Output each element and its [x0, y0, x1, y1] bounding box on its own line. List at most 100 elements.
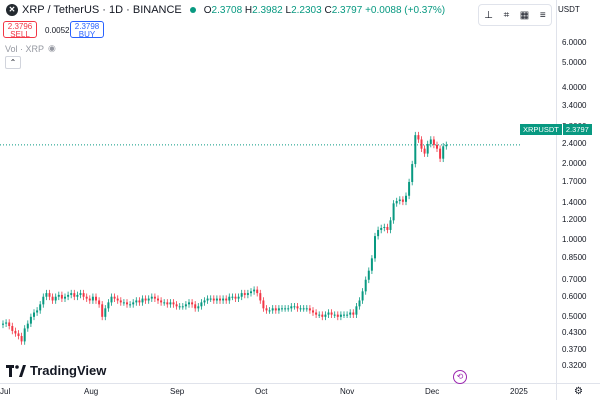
candle-body — [116, 298, 119, 301]
price-tick-label: 0.7000 — [562, 274, 587, 284]
sell-button[interactable]: 2.3796 SELL — [3, 21, 37, 39]
change-readout: +0.0088 (+0.37%) — [365, 4, 446, 16]
candle-body — [253, 289, 256, 292]
volume-legend[interactable]: Vol · XRP ◉ — [5, 43, 56, 54]
time-tick-label: Dec — [425, 387, 440, 396]
tradingview-logo[interactable]: TradingView — [6, 363, 106, 378]
candle-body — [73, 293, 76, 297]
time-tick-label: Nov — [340, 387, 355, 396]
price-tick-label: 0.3200 — [562, 361, 587, 370]
price-tick-label: 0.5000 — [562, 311, 587, 321]
candle-body — [206, 298, 209, 301]
candle-body — [423, 148, 426, 154]
candle-body — [197, 306, 200, 309]
candle-body — [287, 308, 290, 310]
candle-body — [64, 296, 66, 299]
candle-body — [429, 139, 432, 144]
candle-body — [308, 308, 311, 311]
time-axis-divider — [0, 383, 600, 384]
candle-body — [228, 296, 231, 301]
candle-body — [150, 296, 153, 299]
candle-body — [281, 308, 283, 310]
candle-body — [246, 293, 249, 295]
candle-body — [411, 164, 414, 182]
spread-value: 0.0052 — [45, 26, 70, 35]
candle-body — [169, 302, 172, 305]
candle-body — [364, 279, 367, 292]
candle-body — [327, 312, 330, 315]
candle-body — [88, 298, 91, 301]
candle-body — [85, 296, 88, 299]
price-tick-label: 1.7000 — [562, 176, 587, 186]
candle-body — [324, 314, 327, 317]
candle-body — [231, 296, 234, 298]
candle-body — [82, 293, 85, 297]
candle-body — [135, 300, 138, 303]
candle-body — [5, 322, 8, 324]
candle-body — [119, 300, 122, 303]
layout-icon[interactable]: ▦ — [519, 9, 530, 21]
candle-body — [250, 291, 252, 294]
symbol-title[interactable]: XRP / TetherUS · 1D · BINANCE — [22, 4, 182, 16]
candle-body — [110, 296, 113, 303]
candle-body — [29, 316, 32, 324]
candle-body — [26, 323, 29, 329]
candle-body — [60, 294, 63, 299]
candle-body — [361, 291, 364, 301]
currency-selector[interactable]: USDT — [558, 5, 580, 14]
eye-icon[interactable]: ◉ — [48, 43, 56, 53]
candle-body — [414, 135, 417, 165]
candle-body — [33, 312, 35, 317]
candle-body — [132, 302, 135, 305]
candle-body — [302, 308, 305, 310]
candle-body — [439, 148, 442, 159]
candle-body — [107, 302, 110, 309]
candle-body — [445, 144, 448, 147]
collapse-legend-button[interactable]: ⌃ — [5, 56, 21, 69]
price-tick-label: 1.4000 — [562, 198, 587, 208]
candle-body — [256, 289, 259, 294]
candle-body — [57, 294, 60, 297]
go-to-realtime-icon[interactable]: ⟲ — [453, 370, 467, 384]
candle-body — [76, 294, 79, 297]
time-tick-label: Sep — [170, 387, 185, 396]
candle-body — [374, 236, 376, 259]
candle-body — [271, 308, 274, 311]
object-tree-icon[interactable]: ⌗ — [503, 9, 510, 21]
price-tick-label: 1.2000 — [562, 215, 587, 225]
candle-body — [160, 300, 163, 303]
candle-body — [349, 312, 352, 315]
candle-body — [234, 296, 237, 299]
candle-body — [265, 308, 268, 311]
candle-body — [284, 308, 287, 310]
candle-body — [191, 302, 194, 305]
buy-button[interactable]: 2.3798 BUY — [70, 21, 104, 39]
candle-body — [79, 293, 82, 295]
time-tick-label: Jul — [0, 387, 11, 396]
price-tick-label: 0.3700 — [562, 345, 587, 354]
candle-body — [426, 143, 429, 154]
candle-body — [20, 336, 23, 342]
candle-body — [209, 298, 212, 300]
indicators-icon[interactable]: ⊥ — [484, 9, 493, 21]
candle-body — [355, 306, 358, 315]
candle-body — [420, 139, 423, 149]
candle-body — [395, 201, 398, 204]
candle-body — [330, 312, 333, 315]
candle-body — [352, 312, 355, 315]
candle-body — [67, 294, 70, 297]
candle-body — [8, 322, 11, 327]
settings-icon[interactable]: ⚙ — [574, 386, 583, 397]
candle-body — [386, 226, 389, 230]
price-tick-label: 0.6000 — [562, 291, 587, 301]
candle-body — [95, 296, 97, 301]
symbol-header: ✕ XRP / TetherUS · 1D · BINANCE O2.3708 … — [6, 4, 445, 16]
candle-body — [11, 326, 14, 331]
price-tick-label: 0.8500 — [562, 253, 587, 263]
candle-body — [299, 308, 302, 310]
candle-body — [141, 298, 144, 303]
candle-body — [178, 306, 181, 308]
menu-icon[interactable]: ≡ — [539, 9, 546, 21]
candle-body — [172, 302, 175, 305]
